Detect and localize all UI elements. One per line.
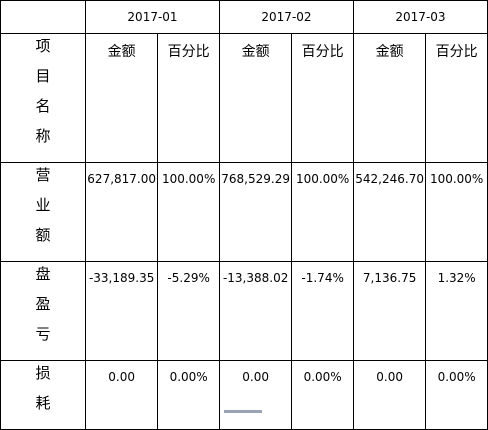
cell: -5.29% xyxy=(157,261,220,361)
cell: -13,388.02 xyxy=(218,261,293,361)
sub-header: 百分比 xyxy=(291,33,354,163)
cell: 100.00% xyxy=(291,162,354,262)
cell: 0.00% xyxy=(425,360,488,430)
cell: 1.32% xyxy=(425,261,488,361)
row-label-cell: 盘盈亏 xyxy=(0,261,86,361)
sub-header: 百分比 xyxy=(157,33,220,163)
scroll-indicator xyxy=(224,410,262,413)
row-label: 营业额 xyxy=(33,167,52,257)
row-header-cell: 项目名称 xyxy=(0,33,86,163)
sub-header: 百分比 xyxy=(425,33,488,163)
cell: 542,246.70 xyxy=(352,162,427,262)
cell: -33,189.35 xyxy=(84,261,159,361)
header-row: 2017-01 2017-02 2017-03 xyxy=(0,0,488,34)
period-header: 2017-03 xyxy=(352,0,488,34)
row-label-cell: 营业额 xyxy=(0,162,86,262)
cell: 100.00% xyxy=(157,162,220,262)
cell: 7,136.75 xyxy=(352,261,427,361)
sub-header: 金额 xyxy=(352,33,427,163)
cell: 0.00% xyxy=(157,360,220,430)
data-row: 盘盈亏 -33,189.35 -5.29% -13,388.02 -1.74% 7,136… xyxy=(0,261,488,361)
period-header: 2017-01 xyxy=(85,0,220,34)
cell: 627,817.00 xyxy=(84,162,159,262)
sub-header: 金额 xyxy=(84,33,159,163)
data-row: 损耗 0.00 0.00% 0.00 0.00% 0.00 0.00% xyxy=(0,360,488,430)
corner-cell xyxy=(0,0,86,34)
cell: -1.74% xyxy=(291,261,354,361)
subheader-row: 项目名称 金额 百分比 金额 百分比 金额 百分比 xyxy=(0,33,488,163)
cell: 768,529.29 xyxy=(218,162,293,262)
cell: 0.00% xyxy=(291,360,354,430)
row-header: 项目名称 xyxy=(33,38,52,158)
row-label: 损耗 xyxy=(33,365,52,425)
row-label: 盘盈亏 xyxy=(33,266,52,356)
cell: 100.00% xyxy=(425,162,488,262)
data-row: 营业额 627,817.00 100.00% 768,529.29 100.00% 542… xyxy=(0,162,488,262)
cell: 0.00 xyxy=(218,360,293,430)
period-header: 2017-02 xyxy=(218,0,354,34)
cell: 0.00 xyxy=(352,360,427,430)
row-label-cell: 损耗 xyxy=(0,360,86,430)
cell: 0.00 xyxy=(84,360,159,430)
sub-header: 金额 xyxy=(218,33,293,163)
